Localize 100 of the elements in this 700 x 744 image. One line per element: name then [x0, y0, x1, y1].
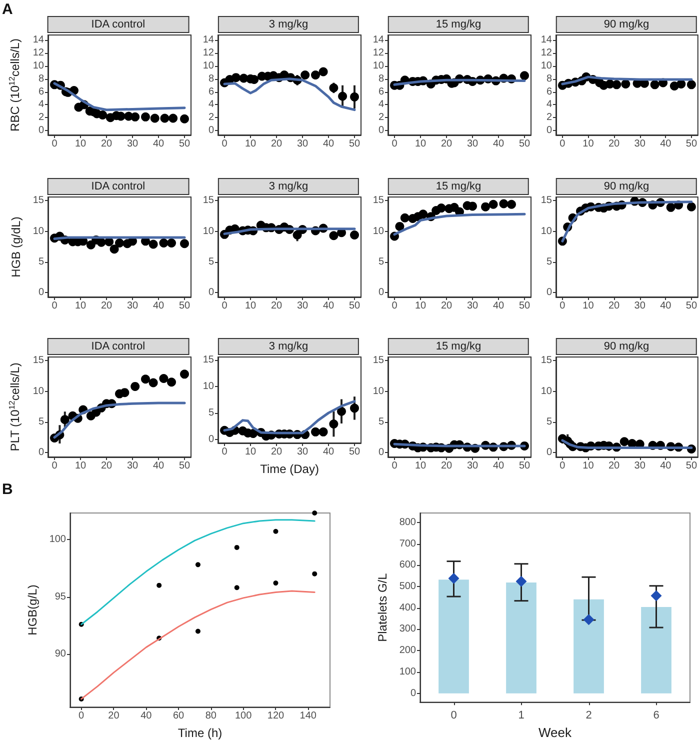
y-tick-label: 2	[38, 112, 44, 124]
y-tick-label: 0	[378, 287, 384, 298]
y-tick-label: 4	[38, 99, 44, 110]
x-tick-label: 40	[152, 300, 164, 312]
x-tick-label: 50	[518, 460, 530, 472]
x-tick-label: 20	[270, 446, 282, 458]
x-tick-label: 40	[322, 138, 334, 150]
x-tick-label: 100	[234, 710, 252, 722]
x-tick-label: 40	[322, 446, 334, 458]
y-tick-label: 2	[378, 112, 384, 124]
y-tick-label: 5	[38, 256, 44, 268]
chart-title: 15 mg/kg	[436, 340, 482, 352]
x-tick-label: 10	[414, 300, 426, 312]
x-tick-label: 0	[560, 300, 566, 312]
y-tick-label: 0	[546, 287, 552, 298]
y-axis-title: HGB (g/dL)	[8, 216, 23, 278]
y-tick-label: 5	[208, 256, 214, 268]
x-tick-label: 140	[300, 710, 317, 722]
x-tick-label: 30	[296, 138, 308, 150]
x-tick-label: 20	[108, 710, 120, 722]
y-tick-label: 5	[208, 407, 214, 418]
y-tick-label: 0	[208, 287, 214, 298]
y-tick-label: 12	[372, 48, 384, 59]
x-tick-label: 50	[348, 138, 360, 150]
x-tick-label: 30	[466, 300, 478, 312]
x-tick-label: 40	[152, 138, 164, 150]
x-tick-label: 2	[586, 710, 592, 722]
x-tick-label: 30	[126, 138, 138, 150]
y-tick-label: 10	[202, 60, 214, 72]
x-tick-label: 20	[440, 460, 452, 472]
text: A	[2, 1, 13, 18]
x-axis-title: Week	[538, 725, 572, 740]
y-tick-label: 0	[410, 688, 416, 699]
y-tick-label: 10	[540, 60, 552, 72]
x-tick-label: 20	[608, 460, 620, 472]
y-tick-label: 5	[546, 256, 552, 268]
x-tick-label: 20	[440, 138, 452, 150]
x-tick-label: 20	[440, 300, 452, 312]
x-tick-label: 0	[78, 710, 85, 722]
x-tick-label: 50	[348, 446, 360, 458]
x-tick-label: 10	[414, 460, 426, 472]
x-tick-label: 10	[244, 300, 256, 312]
y-tick-label: 8	[378, 73, 384, 84]
y-tick-label: 2	[546, 112, 552, 124]
y-tick-label: 10	[32, 386, 44, 397]
y-tick-label: 400	[399, 602, 416, 614]
x-tick-label: 60	[172, 710, 185, 722]
y-tick-label: 10	[202, 381, 214, 392]
chart-title: IDA control	[91, 18, 146, 30]
x-tick-label: 40	[660, 460, 672, 472]
x-tick-label: 40	[140, 710, 152, 722]
x-tick-label: 20	[270, 138, 282, 150]
y-tick-label: 15	[540, 355, 552, 366]
y-axis-title: HGB(g/L)	[25, 584, 40, 636]
y-tick-label: 10	[372, 386, 384, 397]
chart-title: 3 mg/kg	[268, 18, 308, 30]
chart-title: IDA control	[91, 340, 146, 352]
y-tick-label: 14	[372, 34, 384, 46]
x-tick-label: 80	[205, 710, 217, 722]
y-tick-label: 15	[202, 354, 214, 366]
y-tick-label: 300	[399, 624, 416, 635]
y-tick-label: 14	[202, 34, 214, 46]
x-tick-label: 30	[466, 460, 478, 472]
y-tick-label: 15	[540, 195, 552, 206]
x-tick-label: 10	[582, 300, 594, 312]
y-tick-label: 10	[202, 226, 214, 237]
x-tick-label: 20	[100, 300, 112, 312]
y-tick-label: 4	[208, 99, 214, 110]
y-tick-label: 0	[546, 124, 552, 136]
y-tick-label: 700	[399, 538, 416, 550]
y-tick-label: 6	[546, 86, 552, 98]
y-tick-label: 500	[399, 581, 416, 592]
x-tick-label: 10	[244, 138, 256, 150]
y-tick-label: 0	[38, 287, 44, 298]
chart-title: 90 mg/kg	[604, 340, 650, 352]
chart-title: 3 mg/kg	[268, 180, 308, 192]
x-tick-label: 10	[582, 460, 594, 472]
x-tick-label: 10	[414, 138, 426, 150]
y-tick-label: 10	[540, 226, 552, 237]
x-tick-label: 20	[270, 300, 282, 312]
x-tick-label: 40	[492, 138, 504, 150]
y-tick-label: 14	[540, 34, 552, 46]
x-tick-label: 20	[100, 460, 112, 472]
y-tick-label: 4	[378, 99, 384, 110]
x-tick-label: 6	[653, 710, 660, 722]
y-tick-label: 12	[32, 48, 44, 59]
y-tick-label: 8	[546, 73, 552, 84]
x-tick-label: 120	[267, 710, 285, 722]
y-tick-label: 5	[546, 416, 552, 428]
x-tick-label: 50	[686, 300, 698, 312]
x-tick-label: 30	[296, 446, 308, 458]
y-tick-label: 10	[372, 60, 384, 72]
x-tick-label: 0	[222, 138, 228, 150]
y-tick-label: 0	[38, 124, 44, 136]
y-tick-label: 0	[208, 434, 214, 445]
y-tick-label: 15	[372, 195, 384, 206]
y-tick-label: 12	[202, 48, 214, 59]
x-tick-label: 10	[74, 138, 86, 150]
y-tick-label: 8	[38, 73, 44, 84]
x-tick-label: 30	[126, 300, 138, 312]
